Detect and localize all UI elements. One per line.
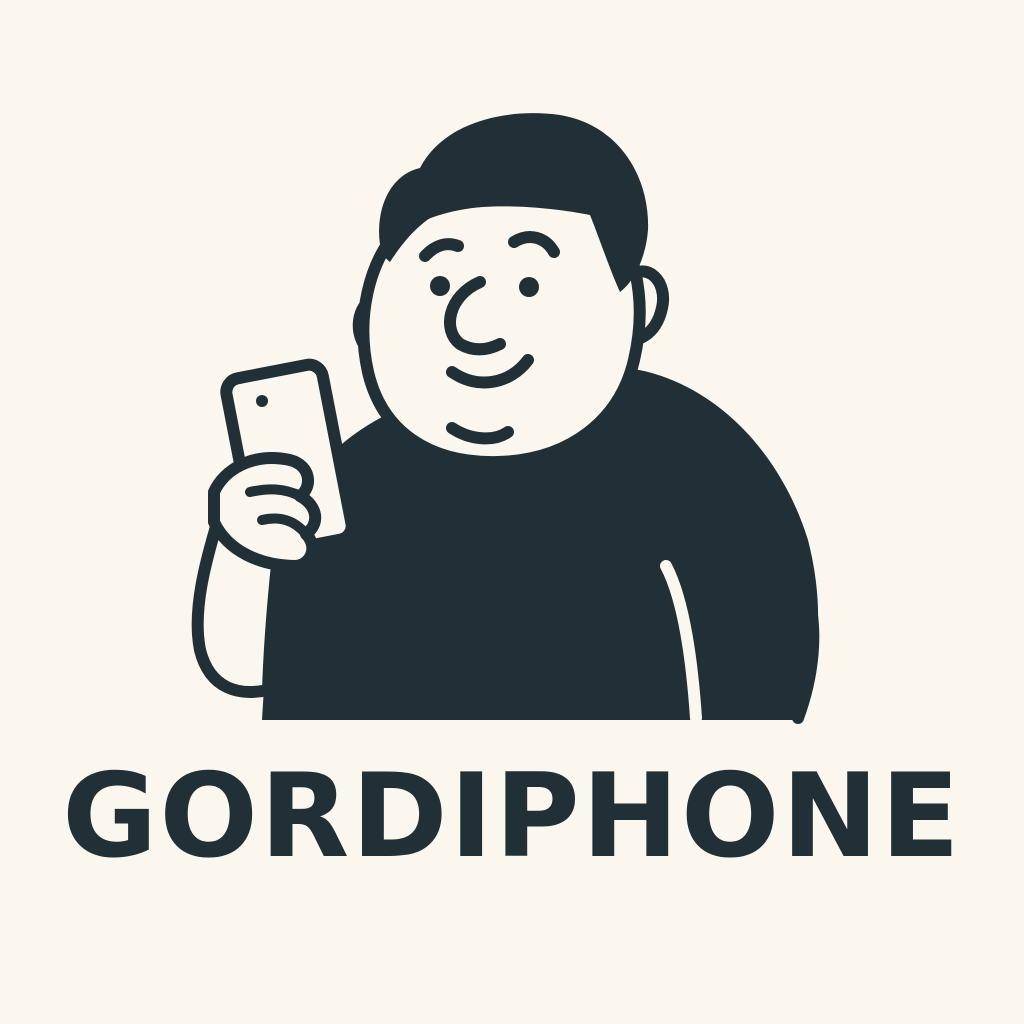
hand (208, 452, 321, 572)
finger-line-2 (257, 513, 311, 539)
shirt (262, 368, 819, 720)
brand-name: GORDIPHONE (62, 749, 962, 884)
smile (446, 354, 534, 389)
eyebrow-left (419, 238, 464, 262)
sleeve-crease (660, 560, 702, 724)
eye-left (430, 276, 450, 296)
eyebrow-right (508, 231, 560, 258)
hair (379, 113, 649, 293)
nose (444, 276, 506, 356)
chin-line (446, 422, 514, 445)
finger-line-1 (245, 484, 305, 501)
arm-right (694, 583, 820, 724)
eye-right (519, 277, 539, 297)
brand-wordmark: GORDIPHONE (0, 752, 1024, 882)
mascot-artwork (191, 113, 820, 724)
phone-camera (256, 395, 268, 407)
